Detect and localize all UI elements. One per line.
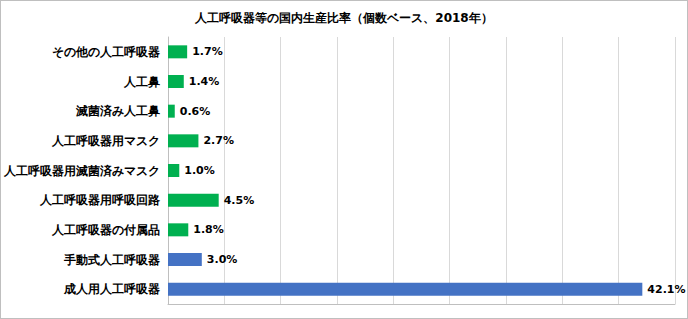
- svg-text:人工呼吸器用滅菌済みマスク: 人工呼吸器用滅菌済みマスク: [3, 164, 160, 178]
- svg-text:手動式人工呼吸器: 手動式人工呼吸器: [63, 253, 160, 267]
- svg-text:その他の人工呼吸器: その他の人工呼吸器: [52, 45, 160, 59]
- svg-text:滅菌済み人工鼻: 滅菌済み人工鼻: [75, 104, 160, 118]
- svg-text:1.0%: 1.0%: [184, 164, 215, 177]
- svg-text:1.4%: 1.4%: [189, 75, 220, 88]
- svg-text:0.6%: 0.6%: [180, 105, 211, 118]
- svg-text:人工呼吸器用呼吸回路: 人工呼吸器用呼吸回路: [39, 193, 161, 207]
- svg-text:人工呼吸器等の国内生産比率（個数ベース、2018年）: 人工呼吸器等の国内生産比率（個数ベース、2018年）: [194, 11, 492, 25]
- svg-text:人工呼吸器用マスク: 人工呼吸器用マスク: [51, 134, 160, 148]
- svg-text:成人用人工呼吸器: 成人用人工呼吸器: [63, 282, 160, 296]
- svg-text:人工呼吸器の付属品: 人工呼吸器の付属品: [51, 223, 160, 237]
- svg-text:4.5%: 4.5%: [224, 194, 255, 207]
- svg-text:1.8%: 1.8%: [193, 223, 224, 236]
- svg-text:人工鼻: 人工鼻: [123, 75, 160, 89]
- svg-text:3.0%: 3.0%: [207, 253, 238, 266]
- svg-text:1.7%: 1.7%: [192, 45, 223, 58]
- svg-text:42.1%: 42.1%: [647, 283, 685, 296]
- svg-text:2.7%: 2.7%: [203, 134, 234, 147]
